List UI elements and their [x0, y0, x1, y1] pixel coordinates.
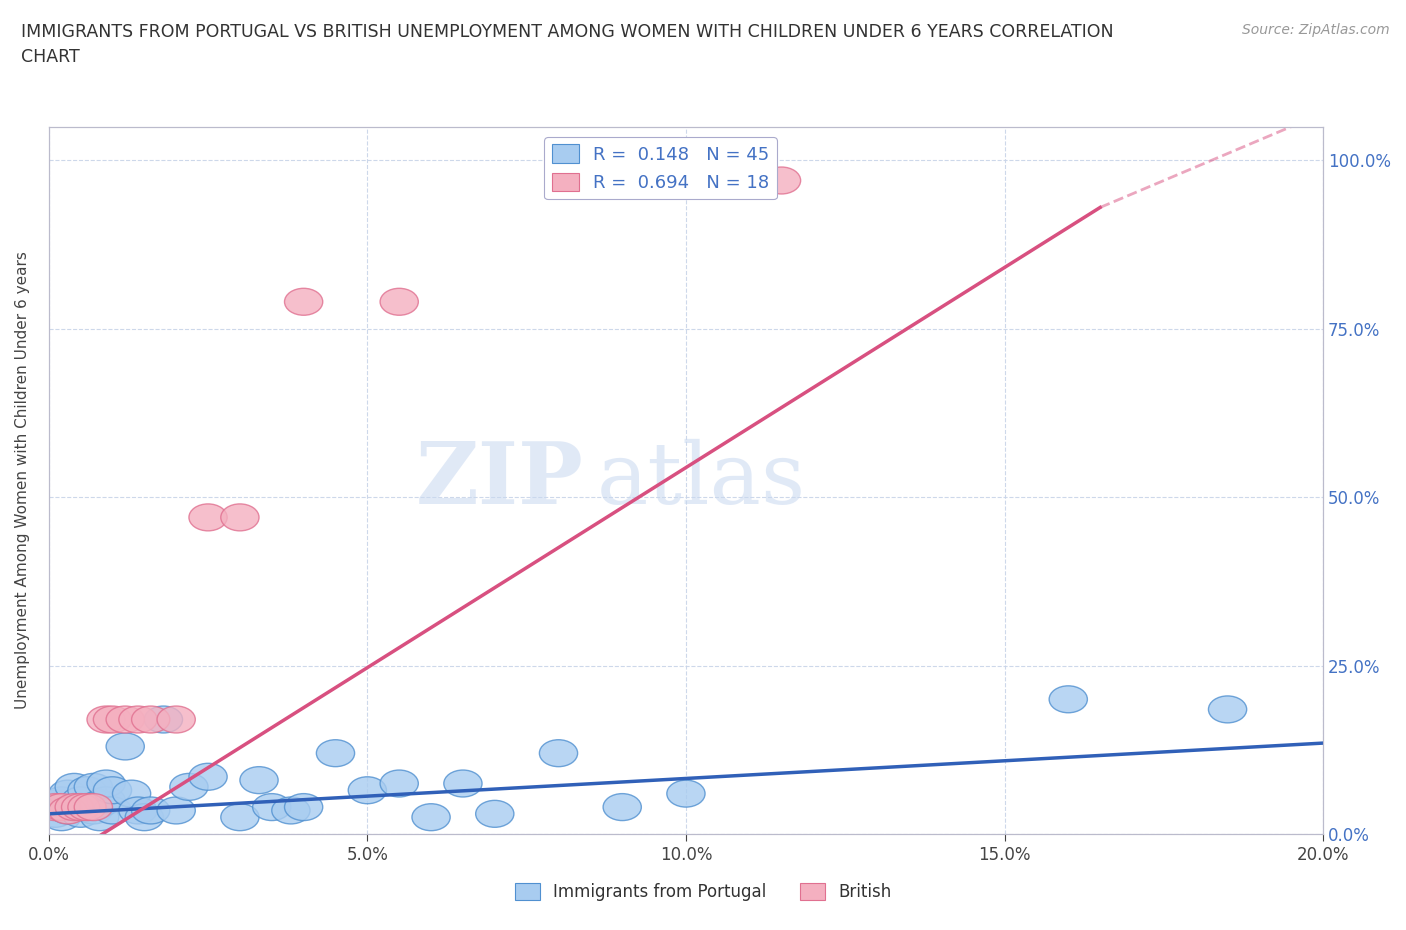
- Ellipse shape: [157, 797, 195, 824]
- Ellipse shape: [37, 801, 75, 828]
- Ellipse shape: [87, 706, 125, 733]
- Ellipse shape: [132, 797, 170, 824]
- Ellipse shape: [444, 770, 482, 797]
- Ellipse shape: [37, 790, 75, 817]
- Ellipse shape: [55, 793, 93, 820]
- Text: Source: ZipAtlas.com: Source: ZipAtlas.com: [1241, 23, 1389, 37]
- Ellipse shape: [284, 288, 323, 315]
- Ellipse shape: [93, 797, 132, 824]
- Legend: R =  0.148   N = 45, R =  0.694   N = 18: R = 0.148 N = 45, R = 0.694 N = 18: [544, 137, 776, 199]
- Ellipse shape: [412, 804, 450, 830]
- Ellipse shape: [221, 504, 259, 531]
- Ellipse shape: [125, 804, 163, 830]
- Ellipse shape: [349, 777, 387, 804]
- Ellipse shape: [380, 770, 419, 797]
- Ellipse shape: [170, 774, 208, 801]
- Ellipse shape: [540, 739, 578, 766]
- Ellipse shape: [62, 787, 100, 814]
- Ellipse shape: [75, 774, 112, 801]
- Ellipse shape: [380, 288, 419, 315]
- Ellipse shape: [80, 804, 120, 830]
- Ellipse shape: [105, 733, 145, 760]
- Ellipse shape: [666, 780, 704, 807]
- Ellipse shape: [42, 793, 80, 820]
- Ellipse shape: [112, 780, 150, 807]
- Ellipse shape: [42, 804, 80, 830]
- Ellipse shape: [105, 706, 145, 733]
- Ellipse shape: [475, 801, 515, 828]
- Ellipse shape: [188, 504, 228, 531]
- Ellipse shape: [762, 167, 800, 194]
- Ellipse shape: [75, 793, 112, 820]
- Ellipse shape: [42, 787, 80, 814]
- Ellipse shape: [284, 793, 323, 820]
- Ellipse shape: [1208, 696, 1247, 723]
- Ellipse shape: [120, 706, 157, 733]
- Ellipse shape: [67, 793, 105, 820]
- Ellipse shape: [67, 777, 105, 804]
- Ellipse shape: [271, 797, 309, 824]
- Ellipse shape: [37, 793, 75, 820]
- Text: ZIP: ZIP: [416, 438, 583, 523]
- Legend: Immigrants from Portugal, British: Immigrants from Portugal, British: [508, 876, 898, 908]
- Ellipse shape: [49, 797, 87, 824]
- Ellipse shape: [120, 797, 157, 824]
- Ellipse shape: [188, 764, 228, 790]
- Ellipse shape: [93, 706, 132, 733]
- Y-axis label: Unemployment Among Women with Children Under 6 years: Unemployment Among Women with Children U…: [15, 251, 30, 710]
- Ellipse shape: [221, 804, 259, 830]
- Ellipse shape: [93, 777, 132, 804]
- Ellipse shape: [67, 793, 105, 820]
- Ellipse shape: [316, 739, 354, 766]
- Ellipse shape: [240, 766, 278, 793]
- Ellipse shape: [55, 793, 93, 820]
- Ellipse shape: [80, 790, 120, 817]
- Text: atlas: atlas: [596, 439, 806, 522]
- Ellipse shape: [62, 801, 100, 828]
- Ellipse shape: [75, 797, 112, 824]
- Ellipse shape: [157, 706, 195, 733]
- Ellipse shape: [145, 706, 183, 733]
- Ellipse shape: [49, 780, 87, 807]
- Ellipse shape: [55, 774, 93, 801]
- Ellipse shape: [49, 797, 87, 824]
- Ellipse shape: [132, 706, 170, 733]
- Text: IMMIGRANTS FROM PORTUGAL VS BRITISH UNEMPLOYMENT AMONG WOMEN WITH CHILDREN UNDER: IMMIGRANTS FROM PORTUGAL VS BRITISH UNEM…: [21, 23, 1114, 66]
- Ellipse shape: [87, 770, 125, 797]
- Ellipse shape: [87, 787, 125, 814]
- Ellipse shape: [253, 793, 291, 820]
- Ellipse shape: [1049, 685, 1087, 712]
- Ellipse shape: [62, 793, 100, 820]
- Ellipse shape: [603, 793, 641, 820]
